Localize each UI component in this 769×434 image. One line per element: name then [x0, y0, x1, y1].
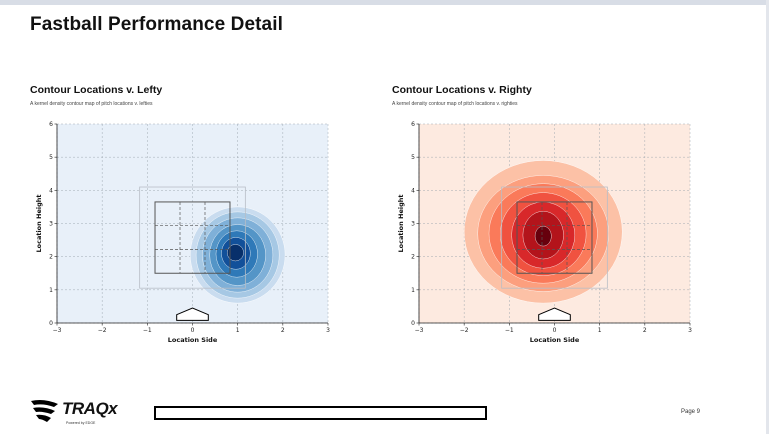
righty-x-tick-label: 0: [553, 327, 557, 334]
logo-tagline: Powered by EDGE: [66, 421, 96, 425]
lefty-y-tick-label: 5: [49, 154, 53, 161]
window-right-border: [766, 0, 769, 434]
righty-home-plate-icon: [538, 307, 571, 321]
righty-y-tick-label: 3: [411, 221, 415, 228]
righty-x-tick-label: 3: [688, 327, 692, 334]
righty-y-tick-label: 5: [411, 154, 415, 161]
lefty-home-plate-icon: [176, 307, 209, 321]
righty-x-axis-label: Location Side: [530, 336, 580, 344]
righty-contour-chart: −3 −2 −1 0 1 2 3 0 1 2 3 4 5 6 Location Side Location H…: [397, 121, 692, 344]
righty-y-tick-label: 1: [411, 287, 415, 294]
righty-x-tick-label: 1: [598, 327, 602, 334]
lefty-strike-zone: [139, 186, 246, 289]
lefty-y-tick-label: 6: [49, 121, 53, 128]
page-number: Page 9: [681, 409, 701, 415]
righty-y-axis-label: Location Height: [397, 194, 405, 252]
lefty-x-tick-label: 2: [281, 327, 285, 334]
lefty-x-tick-label: 1: [236, 327, 240, 334]
lefty-y-tick-label: 0: [49, 320, 53, 327]
lefty-strike-zone-box: [154, 201, 231, 274]
lefty-chart-title: Contour Locations v. Lefty: [30, 84, 163, 96]
lefty-x-axis-label: Location Side: [168, 336, 218, 344]
righty-strike-zone: [501, 186, 608, 289]
righty-chart-subtitle: A kernel density contour map of pitch lo…: [392, 101, 518, 107]
lefty-x-tick-label: 3: [326, 327, 330, 334]
lefty-y-tick-label: 2: [49, 254, 53, 261]
lefty-chart-subtitle: A kernel density contour map of pitch lo…: [30, 101, 153, 107]
lefty-x-tick-label: −2: [98, 327, 107, 334]
lefty-x-tick-label: 0: [191, 327, 195, 334]
page-title: Fastball Performance Detail: [30, 14, 283, 35]
righty-shadow-zone: [501, 186, 608, 289]
righty-x-tick-label: −2: [460, 327, 469, 334]
righty-y-tick-label: 6: [411, 121, 415, 128]
righty-x-tick-label: −1: [505, 327, 514, 334]
wing-logo-icon: [31, 400, 58, 422]
righty-contour-level-7: [534, 225, 552, 247]
lefty-x-tick-label: −1: [143, 327, 152, 334]
righty-contour-panel: Contour Locations v. Righty A kernel den…: [392, 84, 712, 349]
logo-wordmark: TRAQx: [62, 399, 118, 418]
lefty-y-tick-label: 4: [49, 187, 53, 194]
righty-y-tick-label: 4: [411, 187, 415, 194]
lefty-contour-panel: Contour Locations v. Lefty A kernel dens…: [30, 84, 350, 349]
lefty-density-contours: [190, 206, 286, 304]
window-top-border: [0, 0, 769, 5]
lefty-y-axis-label: Location Height: [35, 194, 43, 252]
lefty-y-tick-label: 1: [49, 287, 53, 294]
traqx-logo: TRAQx Powered by EDGE: [30, 398, 140, 428]
lefty-x-tick-label: −3: [53, 327, 62, 334]
lefty-contour-chart: −3 −2 −1 0 1 2 3 0 1 2 3 4 5 6 Location Side Location H…: [35, 121, 330, 344]
righty-strike-zone-box: [516, 201, 593, 274]
righty-x-tick-label: 2: [643, 327, 647, 334]
lefty-contour-level-7: [227, 244, 244, 262]
pitcher-name-field[interactable]: [154, 406, 487, 420]
righty-density-contours: [463, 160, 623, 304]
righty-y-tick-label: 0: [411, 320, 415, 327]
lefty-y-tick-label: 3: [49, 221, 53, 228]
righty-chart-title: Contour Locations v. Righty: [392, 84, 532, 96]
righty-x-tick-label: −3: [415, 327, 424, 334]
lefty-shadow-zone: [139, 186, 246, 289]
righty-y-tick-label: 2: [411, 254, 415, 261]
